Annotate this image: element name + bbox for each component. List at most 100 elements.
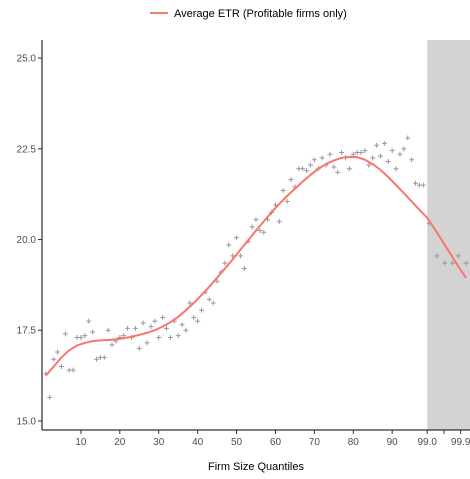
data-point [226, 242, 232, 248]
x-tick-label: 90 [387, 437, 399, 448]
data-point [335, 169, 341, 175]
data-point [358, 149, 364, 155]
data-point [51, 356, 57, 362]
data-point [152, 318, 158, 324]
y-tick-label: 25.0 [17, 54, 37, 65]
data-point [401, 146, 407, 152]
x-tick-label: 80 [348, 437, 360, 448]
data-point [374, 142, 380, 148]
x-tick-label: 60 [270, 437, 282, 448]
x-tick-label: 20 [114, 437, 126, 448]
data-point [199, 307, 205, 313]
data-point [389, 148, 395, 154]
data-point [156, 334, 162, 340]
data-point [167, 334, 173, 340]
data-point [175, 333, 181, 339]
data-point [191, 315, 197, 321]
data-point [210, 300, 216, 306]
y-tick-label: 15.0 [17, 416, 37, 427]
data-point [288, 177, 294, 183]
data-point [47, 394, 53, 400]
data-point [105, 327, 111, 333]
x-tick-label: 70 [309, 437, 321, 448]
y-tick-label: 20.0 [17, 235, 37, 246]
data-point [409, 157, 415, 163]
series-line [45, 155, 467, 377]
data-point [393, 166, 399, 172]
plot-area: 15.0 17.5 20.0 22.5 25.0 10 20 30 40 50 60 70 80 90 99… [17, 40, 470, 448]
data-point [381, 140, 387, 146]
data-point [183, 327, 189, 333]
shaded-region [427, 40, 470, 430]
x-tick-label: 99.9 [451, 437, 470, 448]
data-point [214, 278, 220, 284]
data-point [78, 334, 84, 340]
data-point [222, 260, 228, 266]
data-point [93, 356, 99, 362]
data-point [405, 135, 411, 141]
legend: Average ETR (Profitable firms only) [150, 8, 347, 20]
data-point [284, 198, 290, 204]
data-point [257, 227, 263, 233]
data-point [90, 329, 96, 335]
data-point [179, 322, 185, 328]
data-point [300, 166, 306, 172]
data-point [350, 151, 356, 157]
data-point [140, 320, 146, 326]
data-point [160, 315, 166, 321]
data-point [55, 349, 61, 355]
data-point [58, 364, 64, 370]
data-point [234, 235, 240, 241]
data-point [253, 217, 259, 223]
data-point [195, 318, 201, 324]
y-tick-label: 17.5 [17, 326, 37, 337]
data-point [370, 155, 376, 161]
data-point [70, 367, 76, 373]
data-point [339, 149, 345, 155]
data-point [346, 166, 352, 172]
y-tick-label: 22.5 [17, 144, 37, 155]
x-tick-label: 40 [192, 437, 204, 448]
data-point [434, 253, 440, 259]
legend-label: Average ETR (Profitable firms only) [174, 8, 347, 20]
data-point [327, 151, 333, 157]
data-point [455, 253, 461, 259]
data-point [148, 324, 154, 330]
data-point [442, 260, 448, 266]
data-point [331, 164, 337, 170]
data-point [109, 342, 115, 348]
data-point [101, 354, 107, 360]
data-point [86, 318, 92, 324]
data-point [241, 266, 247, 272]
data-point [378, 153, 384, 159]
data-point [237, 253, 243, 259]
data-point [206, 296, 212, 302]
data-point [366, 162, 372, 168]
data-point [397, 151, 403, 157]
x-tick-label: 50 [231, 437, 243, 448]
data-point [311, 157, 317, 163]
data-point [125, 325, 131, 331]
data-point [261, 229, 267, 235]
data-point [319, 155, 325, 161]
data-point [463, 260, 469, 266]
data-point [136, 345, 142, 351]
data-point [249, 224, 255, 230]
data-point [304, 168, 310, 174]
data-point [362, 148, 368, 154]
data-point [62, 331, 68, 337]
data-point [82, 333, 88, 339]
data-point [164, 325, 170, 331]
data-point [132, 325, 138, 331]
x-tick-label: 10 [75, 437, 87, 448]
data-point [420, 182, 426, 188]
x-axis-title: Firm Size Quantiles [208, 461, 304, 473]
data-point [307, 162, 313, 168]
data-point [187, 300, 193, 306]
data-point [280, 188, 286, 194]
data-point [144, 340, 150, 346]
x-tick-label: 30 [153, 437, 165, 448]
data-point [449, 260, 455, 266]
data-point [413, 180, 419, 186]
